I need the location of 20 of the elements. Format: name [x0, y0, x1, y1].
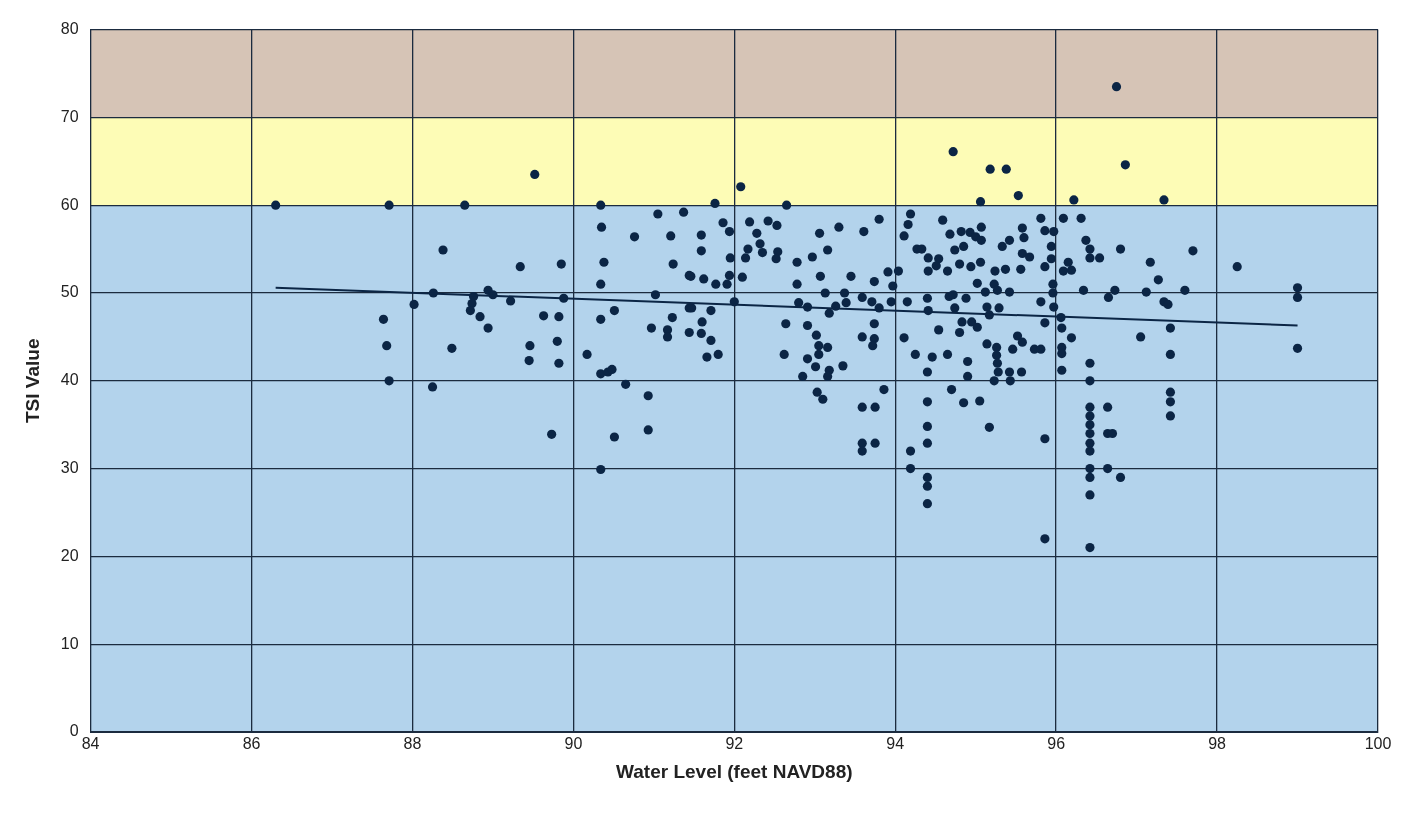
- x-tick-label: 96: [1047, 735, 1066, 753]
- y-tick-label: 30: [60, 459, 79, 477]
- x-tick-label: 94: [886, 735, 905, 753]
- y-tick-label: 0: [69, 722, 79, 740]
- x-tick-label: 84: [81, 735, 100, 753]
- x-tick-label: 98: [1208, 735, 1227, 753]
- y-tick-label: 50: [60, 283, 79, 301]
- y-tick-label: 20: [60, 546, 79, 564]
- x-tick-label: 86: [242, 735, 261, 753]
- x-axis-title: Water Level (feet NAVD88): [616, 760, 853, 782]
- x-tick-label: 90: [564, 735, 583, 753]
- y-tick-label: 10: [60, 634, 79, 652]
- x-tick-label: 88: [403, 735, 422, 753]
- x-tick-label: 92: [725, 735, 744, 753]
- y-tick-label: 80: [60, 20, 79, 38]
- y-axis-title: TSI Value: [21, 338, 43, 424]
- y-tick-label: 70: [60, 107, 79, 125]
- y-tick-label: 40: [60, 371, 79, 389]
- y-tick-label: 60: [60, 195, 79, 213]
- x-tick-label: 100: [1364, 735, 1392, 753]
